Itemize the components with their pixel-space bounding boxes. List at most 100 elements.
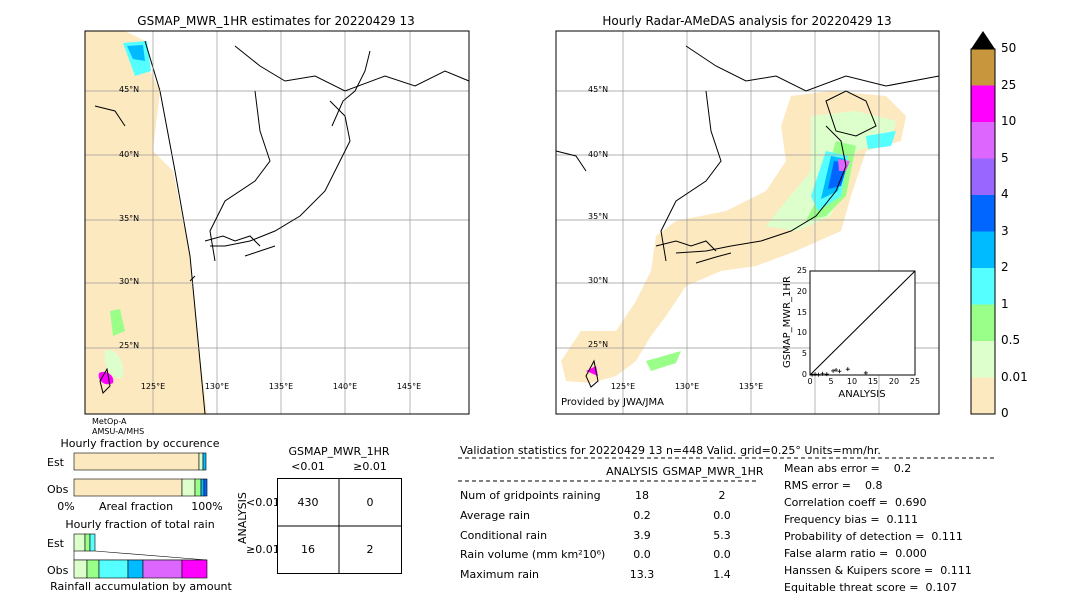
left-map-title: GSMAP_MWR_1HR estimates for 20220429 13 — [137, 14, 415, 28]
scatter-ytick: 15 — [796, 307, 807, 317]
scatter-point — [820, 371, 825, 376]
colorbar-block — [971, 231, 995, 268]
colorbar-tick-label: 50 — [1001, 41, 1017, 55]
colorbar-tick-label: 25 — [1001, 77, 1017, 92]
stat-row-analysis: 0.2 — [633, 509, 651, 522]
contingency-row-lt: <0.01 — [246, 496, 280, 509]
scatter-point — [834, 368, 839, 373]
sensor-line-2: AMSU-A/MHS — [92, 427, 145, 436]
occurrence-est-label: Est — [47, 456, 64, 469]
colorbar-block — [971, 304, 995, 341]
colorbar-tick-label: 1 — [1001, 296, 1009, 311]
scatter-plot — [809, 270, 916, 377]
contingency-grid — [277, 478, 402, 574]
contingency-cell-d: 2 — [366, 543, 374, 556]
score-line: RMS error = 0.8 — [784, 479, 883, 492]
occurrence-obs-label: Obs — [47, 483, 69, 496]
score-line: Probability of detection = 0.111 — [784, 530, 963, 543]
right-lat-35: 35°N — [588, 212, 609, 221]
scatter-xtick: 25 — [909, 377, 921, 386]
scatter-xtick: 15 — [867, 377, 879, 386]
colorbar-tick-label: 2 — [1001, 260, 1009, 274]
right-lat-40: 40°N — [588, 150, 609, 159]
scatter-identity-line — [809, 270, 916, 376]
contingency-col-lt: <0.01 — [291, 460, 325, 473]
score-line: Hanssen & Kuipers score = 0.111 — [784, 564, 972, 577]
total-rain-title: Hourly fraction of total rain — [65, 518, 215, 531]
scatter-point — [813, 372, 818, 377]
scatter-point — [837, 369, 842, 374]
colorbar-block — [971, 49, 995, 86]
right-lon-125: 125°E — [610, 382, 636, 391]
left-lat-30: 30°N — [119, 277, 140, 286]
score-line: Equitable threat score = 0.107 — [784, 581, 957, 594]
total-rain-bars — [73, 533, 208, 579]
stat-row-label: Rain volume (mm km²10⁶) — [460, 548, 606, 561]
stat-row-label: Maximum rain — [460, 568, 539, 581]
scatter-point — [845, 367, 850, 372]
right-lat-30: 30°N — [588, 276, 609, 285]
right-map — [555, 30, 940, 415]
left-lon-125: 125°E — [140, 382, 166, 391]
stat-row-analysis: 18 — [635, 489, 649, 502]
stat-row-gsmap: 0.0 — [713, 548, 731, 561]
scatter-point — [831, 368, 836, 373]
right-lon-135: 135°E — [738, 382, 764, 391]
colorbar-tick-label: 0.5 — [1001, 333, 1021, 347]
colorbar-tick-label: 0.01 — [1001, 369, 1028, 384]
total-rain-obs-label: Obs — [47, 564, 69, 577]
scatter-point — [816, 372, 821, 377]
sensor-line-1: MetOp-A — [92, 417, 127, 426]
stat-row-gsmap: 2 — [718, 489, 726, 502]
left-map — [84, 30, 470, 415]
scatter-ytick: 10 — [796, 328, 807, 338]
stat-row-analysis: 13.3 — [629, 568, 655, 581]
colorbar-block — [971, 158, 995, 195]
contingency-cell-a: 430 — [297, 496, 319, 509]
validation-header: Validation statistics for 20220429 13 n=… — [460, 444, 881, 457]
total-rain-footer: Rainfall accumulation by amount — [50, 580, 232, 593]
scatter-xlabel: ANALYSIS — [838, 389, 886, 400]
data-credit: Provided by JWA/JMA — [561, 397, 664, 408]
right-lat-45: 45°N — [588, 85, 609, 94]
occurrence-axis-right: 100% — [191, 500, 223, 513]
contingency-col-ge: ≥0.01 — [353, 460, 387, 473]
colorbar-tick-label: 4 — [1001, 187, 1009, 201]
scatter-point — [810, 372, 815, 377]
stat-row-gsmap: 0.0 — [713, 509, 731, 522]
right-lon-130: 130°E — [674, 382, 700, 391]
score-line: Frequency bias = 0.111 — [784, 513, 919, 526]
scatter-point — [824, 372, 829, 377]
stat-row-gsmap: 5.3 — [713, 529, 731, 542]
score-line: False alarm ratio = 0.000 — [784, 547, 927, 560]
occurrence-axis-mid: Areal fraction — [98, 500, 174, 513]
scatter-point — [863, 370, 868, 375]
validation-divider — [458, 457, 996, 459]
stat-row-analysis: 0.0 — [633, 548, 651, 561]
scatter-ytick: 20 — [796, 286, 807, 296]
colorbar-tick-label: 10 — [1001, 114, 1017, 128]
colorbar-block — [971, 195, 995, 232]
scatter-xtick: 10 — [846, 377, 858, 386]
occurrence-bars — [73, 452, 208, 497]
colorbar-tick-label: 0 — [1001, 406, 1009, 420]
colorbar-block — [971, 377, 995, 414]
left-lon-135: 135°E — [268, 382, 294, 391]
scatter-xtick: 5 — [828, 377, 834, 386]
scatter-ytick: 25 — [796, 266, 807, 275]
left-lat-40: 40°N — [119, 150, 140, 159]
score-line: Mean abs error = 0.2 — [784, 462, 912, 475]
scatter-ytick: 0 — [801, 370, 807, 379]
occurrence-title: Hourly fraction by occurence — [60, 437, 220, 450]
total-rain-est-label: Est — [47, 537, 64, 550]
left-lon-145: 145°E — [396, 382, 422, 391]
stat-row-label: Conditional rain — [460, 529, 548, 542]
stat-row-gsmap: 1.4 — [713, 568, 731, 581]
left-lat-35: 35°N — [119, 214, 140, 223]
right-lat-25: 25°N — [588, 340, 609, 349]
colorbar-tick-label: 3 — [1001, 223, 1009, 238]
left-lat-25: 25°N — [119, 341, 140, 350]
colorbar — [970, 31, 996, 415]
left-lon-140: 140°E — [332, 382, 358, 391]
colorbar-tick-label: 5 — [1001, 150, 1009, 165]
